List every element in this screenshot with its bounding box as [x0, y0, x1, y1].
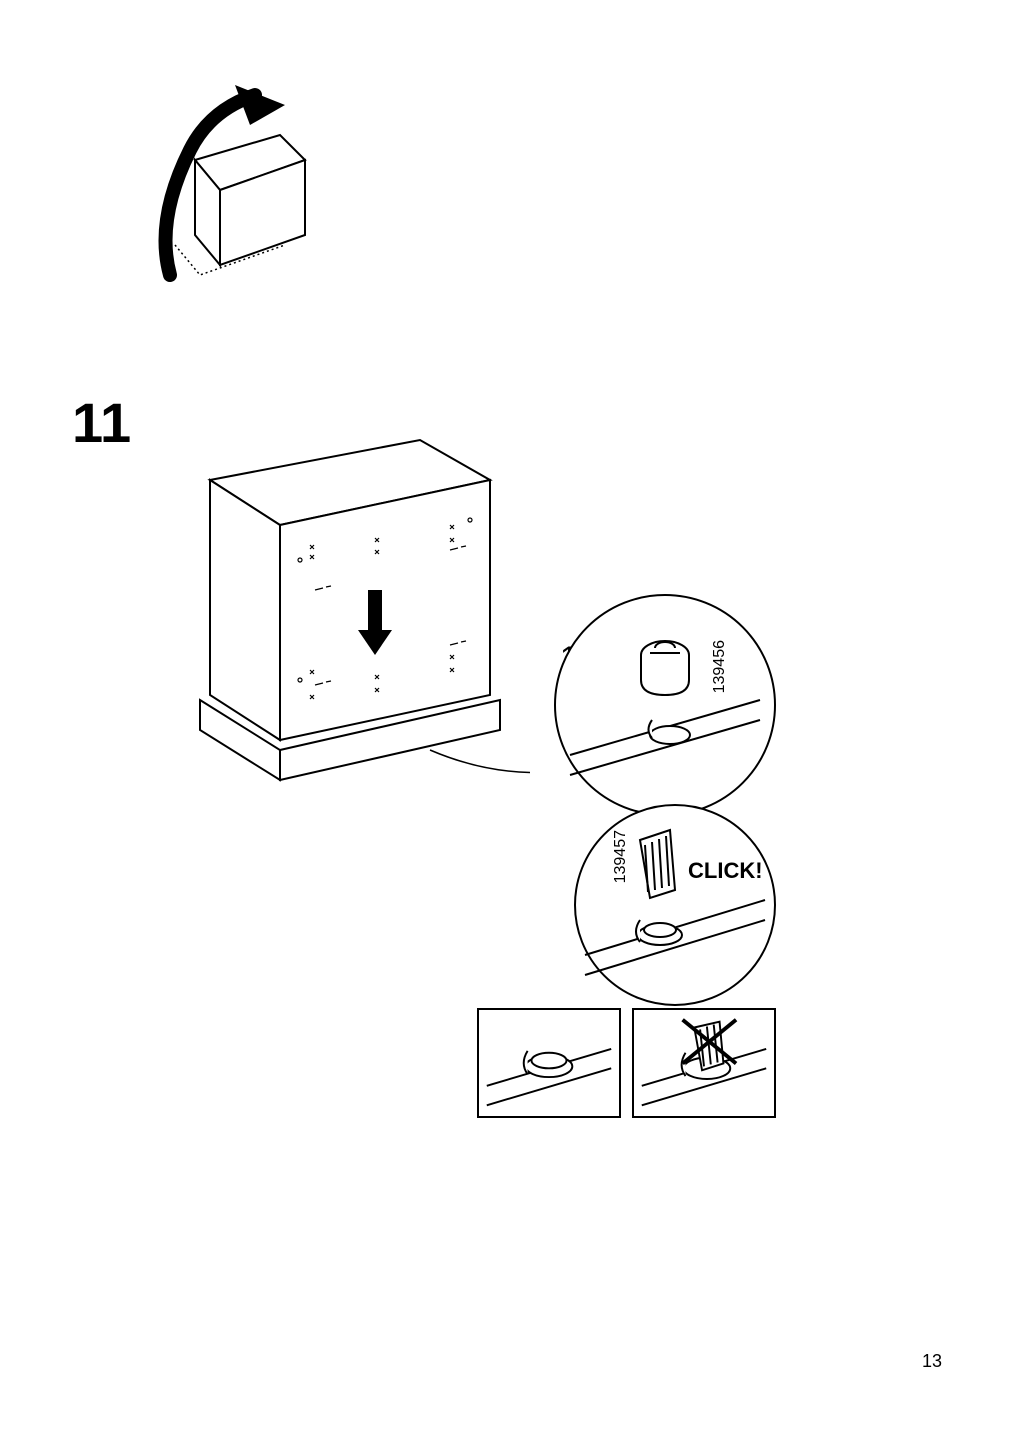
- detail-circle-click: [560, 800, 790, 1010]
- correct-example-box: [477, 1008, 621, 1118]
- step-number: 11: [72, 390, 131, 455]
- page-number: 13: [922, 1351, 942, 1372]
- part-number-1: 139456: [711, 640, 729, 693]
- part-number-2: 139457: [612, 830, 630, 883]
- detail-circle-cam: [540, 580, 790, 830]
- cam-detail-svg: [540, 580, 790, 830]
- wrong-svg: [634, 1010, 774, 1117]
- cabinet-svg: [150, 430, 530, 810]
- main-cabinet-illustration: [150, 430, 530, 810]
- instruction-page: 11: [0, 0, 1012, 1432]
- correct-svg: [479, 1010, 619, 1117]
- rotate-cabinet-svg: [140, 80, 340, 300]
- click-label: CLICK!: [688, 858, 763, 884]
- click-detail-svg: [560, 800, 790, 1010]
- rotate-illustration: [140, 80, 340, 300]
- wrong-example-box: [632, 1008, 776, 1118]
